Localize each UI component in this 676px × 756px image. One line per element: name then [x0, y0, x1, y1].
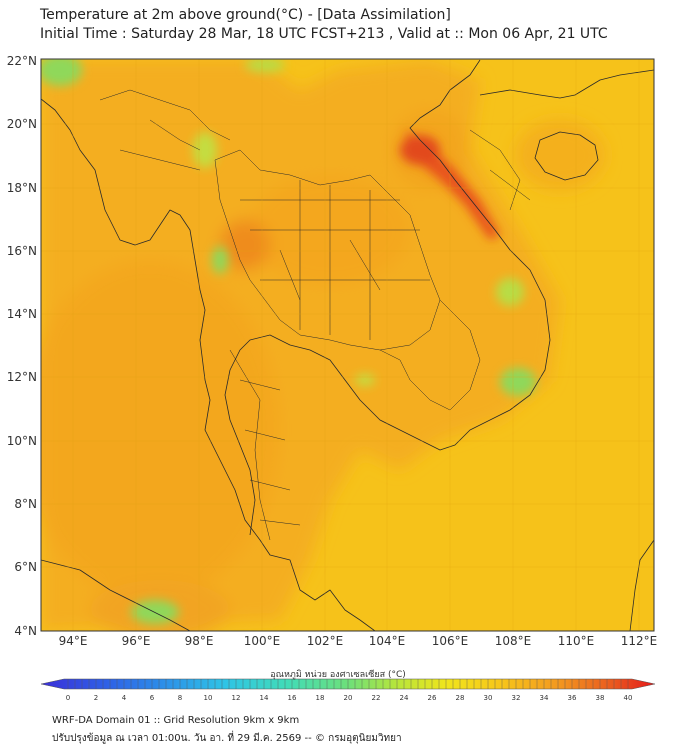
map-title: Temperature at 2m above ground(°C) - [Da… — [40, 7, 451, 23]
colorbar-tick-label: 14 — [260, 694, 269, 702]
lat-label: 6°N — [14, 560, 37, 574]
lon-label: 112°E — [621, 634, 658, 648]
lat-label: 14°N — [7, 307, 37, 321]
footer-model-info: WRF-DA Domain 01 :: Grid Resolution 9km … — [52, 715, 300, 726]
latitude-axis: 22°N 20°N 18°N 16°N 14°N 12°N 10°N 8°N 6… — [7, 54, 37, 638]
internal-borders — [99, 89, 531, 541]
colorbar-tick-label: 28 — [456, 694, 465, 702]
colorbar-tick-label: 6 — [150, 694, 155, 702]
lat-label: 22°N — [7, 54, 37, 68]
colorbar-tick-label: 20 — [344, 694, 353, 702]
hot-zone — [400, 130, 500, 240]
colorbar-tick-label: 4 — [122, 694, 127, 702]
map-subtitle: Initial Time : Saturday 28 Mar, 18 UTC F… — [40, 26, 608, 42]
colorbar-tick-labels: 0 2 4 6 8 10 12 14 16 18 20 22 24 26 28 30 32 34 36 38 40 — [66, 694, 633, 702]
colorbar-tick-marks — [67, 679, 629, 689]
lat-label: 10°N — [7, 434, 37, 448]
colorbar-tick-label: 32 — [512, 694, 521, 702]
colorbar-tick-label: 30 — [484, 694, 493, 702]
lat-label: 16°N — [7, 244, 37, 258]
colorbar-tick-label: 10 — [204, 694, 213, 702]
lon-label: 98°E — [185, 634, 214, 648]
footer-update-info: ปรับปรุงข้อมูล ณ เวลา 01:00น. วัน อา. ที… — [52, 733, 402, 744]
lon-label: 102°E — [307, 634, 344, 648]
colorbar-tick-label: 0 — [66, 694, 70, 702]
longitude-axis: 94°E 96°E 98°E 100°E 102°E 104°E 106°E 1… — [59, 634, 658, 648]
colorbar-tick-label: 26 — [428, 694, 437, 702]
colorbar-tick-label: 12 — [232, 694, 241, 702]
lon-label: 100°E — [244, 634, 281, 648]
colorbar-tick-label: 2 — [94, 694, 98, 702]
colorbar-tick-label: 38 — [596, 694, 605, 702]
cool-zones — [41, 59, 536, 624]
graticule — [41, 59, 654, 631]
lat-label: 18°N — [7, 181, 37, 195]
lon-label: 96°E — [122, 634, 151, 648]
temperature-field — [41, 59, 654, 631]
map-frame — [40, 58, 655, 632]
colorbar-tick-label: 36 — [568, 694, 577, 702]
coastlines — [41, 59, 654, 631]
colorbar-tick-label: 40 — [624, 694, 633, 702]
lat-label: 8°N — [14, 497, 37, 511]
colorbar-tick-label: 18 — [316, 694, 325, 702]
lon-label: 108°E — [495, 634, 532, 648]
lon-label: 106°E — [432, 634, 469, 648]
colorbar-tick-label: 22 — [372, 694, 381, 702]
colorbar-tick-label: 24 — [400, 694, 409, 702]
lon-label: 104°E — [369, 634, 406, 648]
lat-label: 4°N — [14, 624, 37, 638]
colorbar-tick-label: 8 — [178, 694, 182, 702]
colorbar-title: อุณหภูมิ หน่วย องศาเซลเซียส (°C) — [270, 670, 406, 680]
lat-label: 12°N — [7, 370, 37, 384]
lon-label: 110°E — [558, 634, 595, 648]
lon-label: 94°E — [59, 634, 88, 648]
colorbar-tick-label: 16 — [288, 694, 297, 702]
colorbar-tick-label: 34 — [540, 694, 549, 702]
colorbar: 0 2 4 6 8 10 12 14 16 18 20 22 24 26 28 30 32 34 36 38 40 — [40, 678, 656, 702]
lat-label: 20°N — [7, 117, 37, 131]
